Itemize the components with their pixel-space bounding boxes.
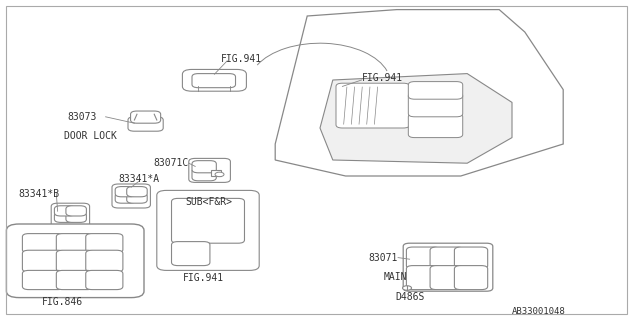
FancyBboxPatch shape [112, 184, 150, 208]
Text: FIG.941: FIG.941 [362, 73, 403, 84]
FancyBboxPatch shape [6, 224, 144, 298]
FancyBboxPatch shape [406, 266, 440, 290]
FancyBboxPatch shape [336, 83, 410, 128]
FancyBboxPatch shape [56, 270, 93, 290]
FancyBboxPatch shape [182, 69, 246, 91]
FancyBboxPatch shape [127, 187, 147, 197]
FancyBboxPatch shape [66, 212, 86, 222]
Text: SUB<F&R>: SUB<F&R> [186, 196, 232, 207]
Text: 83341*A: 83341*A [118, 174, 159, 184]
FancyBboxPatch shape [86, 234, 123, 253]
FancyBboxPatch shape [86, 250, 123, 272]
Text: D486S: D486S [396, 292, 425, 302]
FancyBboxPatch shape [408, 114, 463, 138]
FancyBboxPatch shape [192, 74, 236, 88]
FancyBboxPatch shape [56, 250, 93, 272]
Circle shape [403, 286, 412, 290]
FancyBboxPatch shape [408, 93, 463, 117]
Text: 83071C: 83071C [154, 158, 189, 168]
Text: FIG.941: FIG.941 [182, 273, 223, 284]
FancyBboxPatch shape [115, 193, 136, 203]
Text: 83071: 83071 [368, 252, 397, 263]
FancyBboxPatch shape [22, 234, 64, 253]
FancyBboxPatch shape [157, 190, 259, 270]
Circle shape [215, 172, 224, 177]
FancyBboxPatch shape [430, 266, 463, 290]
FancyBboxPatch shape [128, 117, 163, 131]
Text: AB33001048: AB33001048 [512, 308, 566, 316]
FancyBboxPatch shape [408, 82, 463, 99]
FancyBboxPatch shape [172, 242, 210, 266]
FancyBboxPatch shape [406, 247, 440, 269]
FancyBboxPatch shape [403, 243, 493, 291]
Polygon shape [275, 10, 563, 176]
FancyBboxPatch shape [454, 266, 488, 290]
FancyBboxPatch shape [22, 270, 64, 290]
FancyBboxPatch shape [192, 161, 216, 173]
FancyBboxPatch shape [86, 270, 123, 290]
FancyBboxPatch shape [127, 193, 147, 203]
FancyBboxPatch shape [66, 206, 86, 216]
Polygon shape [320, 74, 512, 163]
FancyBboxPatch shape [192, 168, 216, 181]
Bar [211, 170, 221, 176]
FancyBboxPatch shape [131, 111, 161, 123]
FancyBboxPatch shape [56, 234, 93, 253]
Text: DOOR LOCK: DOOR LOCK [64, 131, 117, 141]
FancyBboxPatch shape [454, 247, 488, 269]
Text: FIG.941: FIG.941 [221, 54, 262, 64]
FancyBboxPatch shape [51, 203, 90, 227]
FancyBboxPatch shape [430, 247, 463, 269]
Text: 83341*B: 83341*B [18, 188, 59, 199]
FancyBboxPatch shape [54, 206, 75, 216]
FancyBboxPatch shape [172, 198, 244, 243]
Text: FIG.846: FIG.846 [42, 297, 83, 308]
FancyBboxPatch shape [54, 212, 75, 222]
FancyBboxPatch shape [115, 187, 136, 197]
Text: 83073: 83073 [67, 112, 97, 122]
FancyBboxPatch shape [189, 158, 230, 182]
FancyBboxPatch shape [22, 250, 64, 272]
Text: MAIN: MAIN [384, 272, 408, 282]
